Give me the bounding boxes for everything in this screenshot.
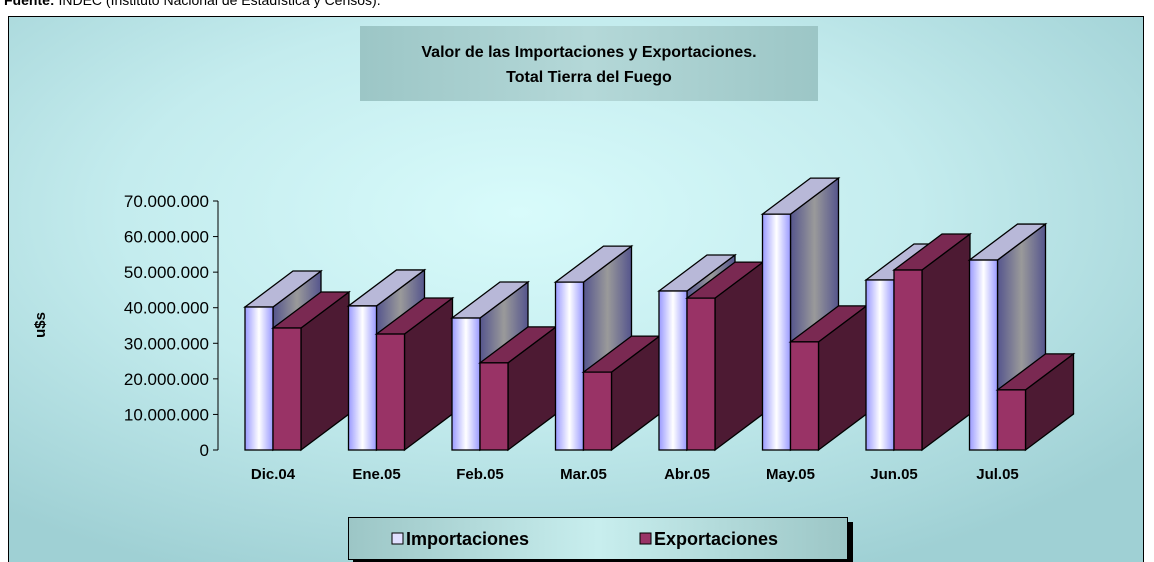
bar [761,213,792,451]
chart-title: Valor de las Importaciones y Exportacion… [421,44,756,61]
y-tick-label: 40.000.000 [124,299,209,318]
source-text: INDEC (Instituto Nacional de Estadística… [58,0,381,8]
bar [686,297,716,451]
bar [554,281,585,451]
bar [451,317,481,451]
source-label: Fuente: [4,0,55,8]
legend-swatch [639,532,652,545]
legend-swatch [391,532,404,545]
bar [658,290,688,451]
y-tick-label: 0 [200,441,209,460]
x-tick-label: Jun.05 [870,466,918,483]
bar [272,327,302,451]
x-tick-label: Jul.05 [976,466,1019,483]
chart-title: Total Tierra del Fuego [506,69,672,86]
source-note: Fuente: INDEC (Instituto Nacional de Est… [4,0,381,8]
legend-label: Exportaciones [654,529,778,549]
y-tick-label: 70.000.000 [124,192,209,211]
x-tick-label: Mar.05 [560,466,607,483]
legend-label: Importaciones [406,529,529,549]
bar [893,269,923,451]
y-tick-label: 60.000.000 [124,228,209,247]
y-tick-label: 50.000.000 [124,263,209,282]
y-tick-label: 20.000.000 [124,370,209,389]
x-tick-label: Dic.04 [251,466,296,483]
x-tick-label: Abr.05 [664,466,710,483]
title-box [360,26,818,101]
bar [244,306,274,451]
x-tick-label: May.05 [766,466,815,483]
x-tick-label: Feb.05 [456,466,504,483]
x-tick-label: Ene.05 [352,466,400,483]
y-axis-label: u$s [32,312,49,338]
legend [348,517,848,560]
bar [996,389,1027,451]
bar [375,333,406,451]
y-tick-label: 30.000.000 [124,334,209,353]
bar [582,371,613,451]
y-tick-label: 10.000.000 [124,405,209,424]
bar [865,279,895,451]
bar [968,259,999,451]
bar [347,305,378,451]
bar [789,341,820,451]
bar [479,362,509,451]
bar-side [921,232,971,452]
